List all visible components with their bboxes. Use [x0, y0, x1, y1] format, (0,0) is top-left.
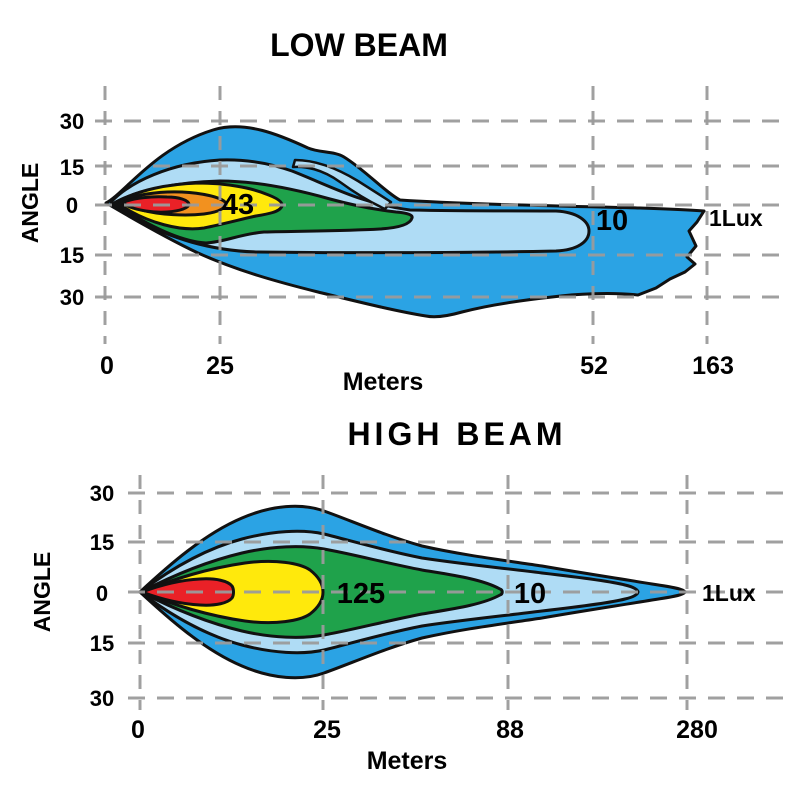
high-ytick-30-down: 30: [90, 686, 114, 711]
high-beam-title: HIGH BEAM: [347, 416, 566, 452]
high-beam-x-axis-label: Meters: [367, 747, 448, 775]
high-label-125: 125: [337, 578, 385, 610]
high-xtick-0: 0: [131, 716, 145, 744]
low-ytick-15-down: 15: [60, 243, 84, 268]
low-xtick-52: 52: [580, 352, 608, 380]
high-xtick-88: 88: [496, 716, 524, 744]
low-xtick-0: 0: [100, 352, 114, 380]
low-label-1lux: 1Lux: [709, 205, 763, 231]
low-beam-x-axis-label: Meters: [343, 368, 424, 396]
high-xtick-280: 280: [676, 716, 718, 744]
high-xtick-25: 25: [313, 716, 341, 744]
low-label-43: 43: [222, 189, 254, 221]
low-beam-texts: LOW BEAM ANGLE 30 15 0 15 30 0 25 52 163…: [17, 27, 763, 396]
low-beam-title: LOW BEAM: [270, 27, 448, 63]
high-beam-texts: HIGH BEAM ANGLE 30 15 0 15 30 0 25 88 28…: [29, 416, 756, 775]
low-xtick-163: 163: [692, 352, 734, 380]
low-ytick-0: 0: [66, 193, 78, 218]
high-beam-grid: [128, 475, 787, 710]
low-ytick-30-up: 30: [60, 109, 84, 134]
high-beam-y-axis-label: ANGLE: [29, 552, 55, 633]
low-beam-chart: LOW BEAM ANGLE 30 15 0 15 30 0 25 52 163…: [17, 27, 787, 396]
low-ytick-15-up: 15: [60, 155, 84, 180]
low-beam-y-axis-label: ANGLE: [17, 163, 43, 244]
high-label-10: 10: [514, 578, 546, 610]
low-xtick-25: 25: [206, 352, 234, 380]
low-beam-grid: [95, 86, 787, 344]
high-ytick-15-up: 15: [90, 530, 114, 555]
high-ytick-30-up: 30: [90, 481, 114, 506]
low-ytick-30-down: 30: [60, 285, 84, 310]
high-label-1lux: 1Lux: [702, 580, 756, 606]
low-label-10: 10: [596, 205, 628, 237]
high-ytick-15-down: 15: [90, 631, 114, 656]
low-beam-contours: [104, 125, 706, 319]
high-ytick-0: 0: [96, 581, 108, 606]
high-beam-chart: HIGH BEAM ANGLE 30 15 0 15 30 0 25 88 28…: [29, 416, 787, 775]
